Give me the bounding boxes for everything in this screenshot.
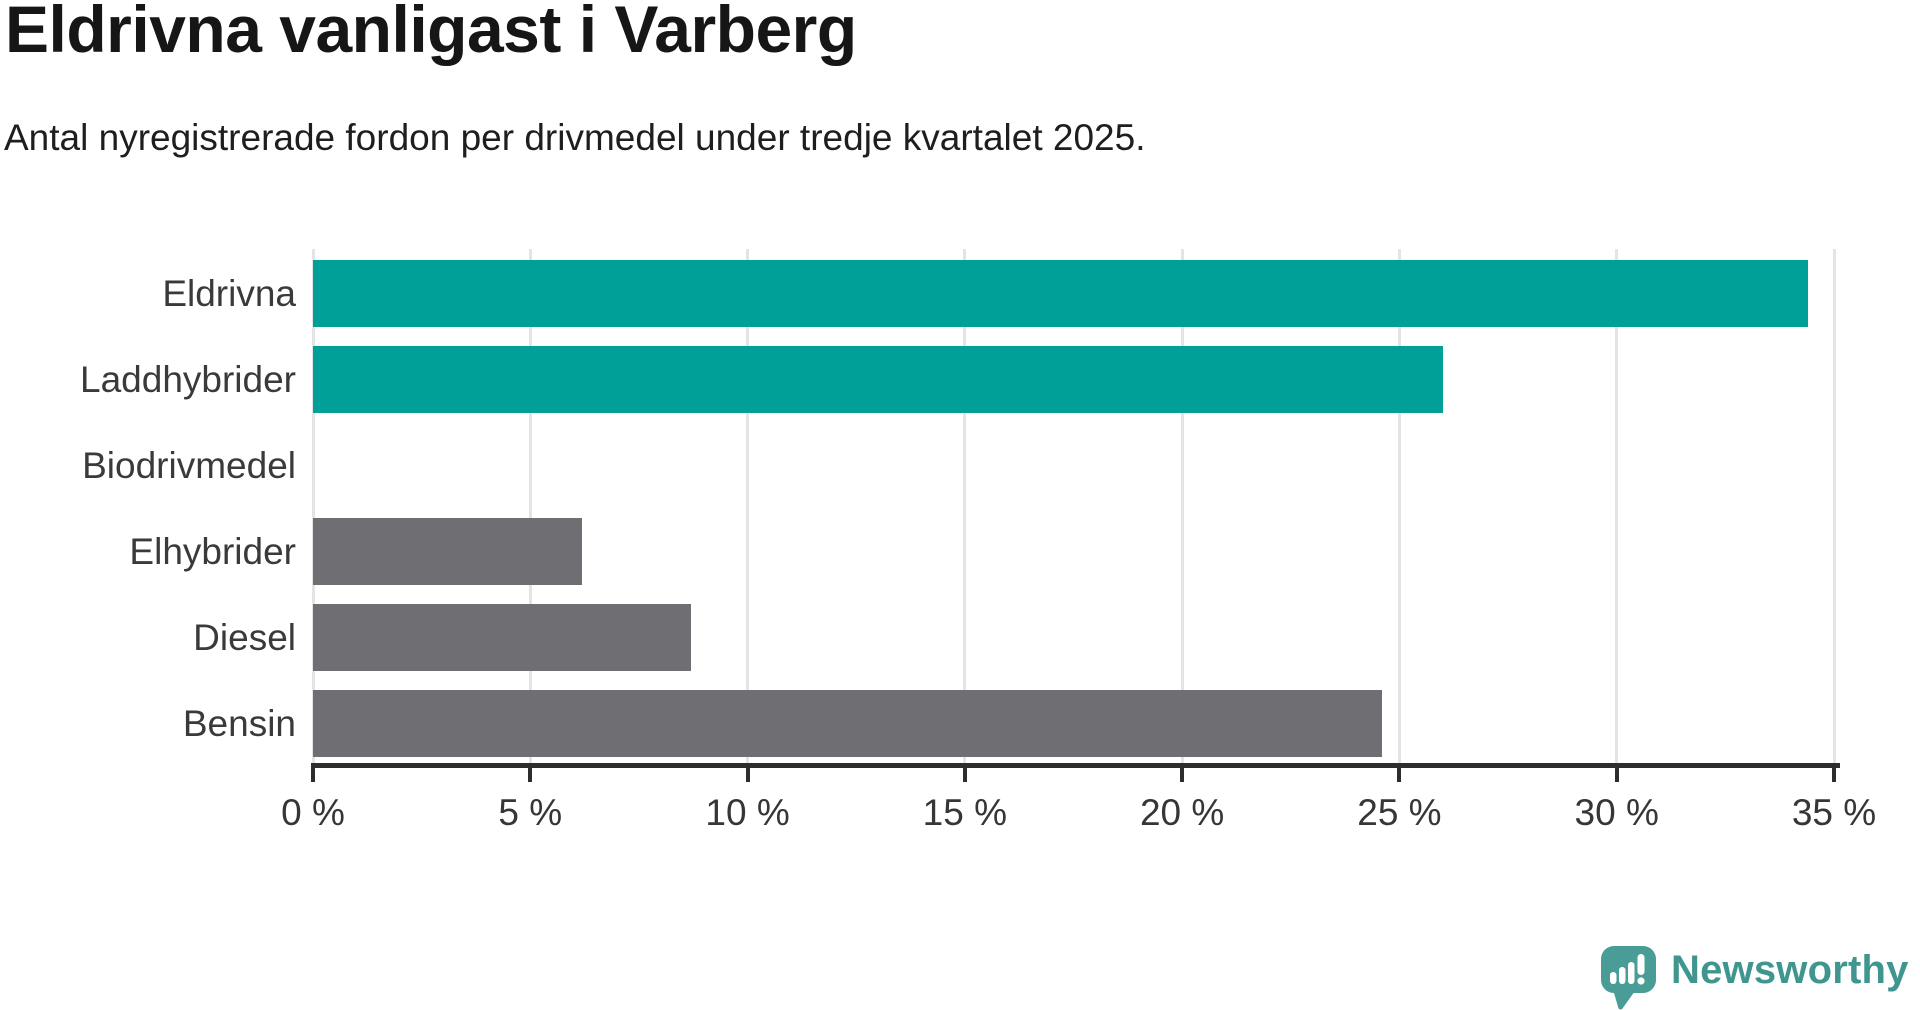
category-label-laddhybrider: Laddhybrider [80,359,296,400]
x-tick-label-30: 30 % [1574,792,1659,833]
bar-eldrivna [313,260,1808,327]
x-axis-line [311,763,1840,768]
x-axis-tick-5 [528,763,533,782]
grid-line-30 [1615,249,1619,763]
chart-subtitle: Antal nyregistrerade fordon per drivmede… [4,117,1146,158]
newsworthy-logo-text: Newsworthy [1671,948,1909,992]
chart-title: Eldrivna vanligast i Varberg [5,0,857,66]
x-tick-label-35: 35 % [1791,792,1877,833]
x-axis-tick-25 [1397,763,1402,782]
x-tick-label-0: 0 % [281,792,345,833]
category-label-biodrivmedel: Biodrivmedel [82,445,296,486]
grid-line-5 [528,249,532,763]
bar-diesel [313,604,692,671]
grid-line-20 [1180,249,1184,763]
x-tick-label-10: 10 % [705,792,790,833]
x-axis-tick-30 [1614,763,1619,782]
x-axis-tick-20 [1180,763,1185,782]
x-axis-tick-10 [745,763,750,782]
x-tick-label-5: 5 % [498,792,563,833]
grid-line-0 [311,249,315,763]
newsworthy-logo: Newsworthy [1601,934,1917,1010]
bar-elhybrider [313,518,583,585]
grid-line-15 [963,249,967,763]
category-label-eldrivna: Eldrivna [162,273,296,314]
grid-line-25 [1397,249,1401,763]
category-label-elhybrider: Elhybrider [129,531,296,572]
category-label-diesel: Diesel [193,617,296,658]
bar-bensin [313,690,1383,757]
x-axis-tick-0 [311,763,315,782]
x-tick-label-20: 20 % [1139,792,1225,833]
grid-line-10 [746,249,750,763]
x-tick-label-25: 25 % [1357,792,1442,833]
x-axis-tick-35 [1832,763,1836,782]
category-label-bensin: Bensin [182,703,296,744]
bar-laddhybrider [313,346,1443,413]
newsworthy-bubble-chart-icon [1601,946,1656,1010]
grid-line-35 [1832,249,1836,763]
x-axis-tick-15 [962,763,967,782]
x-tick-label-15: 15 % [922,792,1008,833]
